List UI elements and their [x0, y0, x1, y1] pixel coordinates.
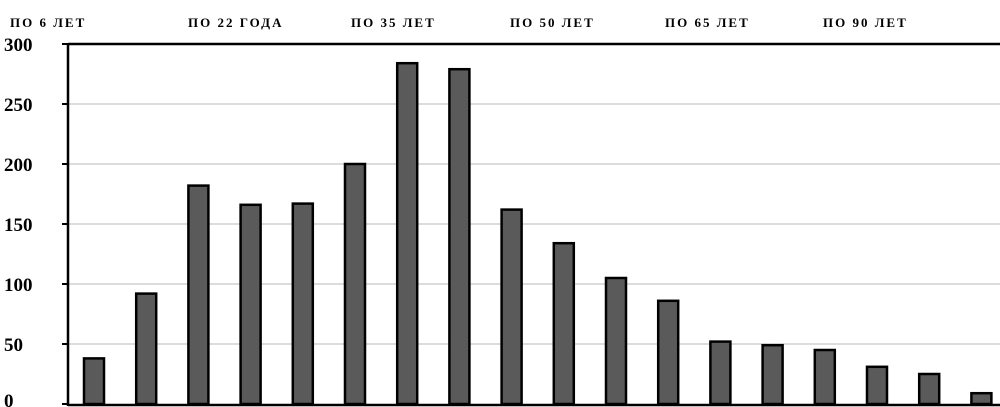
bar-11 — [604, 276, 628, 406]
bar-5 — [291, 202, 315, 406]
y-tick-label-300: 300 — [4, 35, 33, 56]
bar-4 — [239, 203, 262, 406]
bar-13 — [709, 340, 732, 406]
top-label-3: ПО 35 ЛЕТ — [351, 15, 436, 30]
y-tick-label-150: 150 — [4, 215, 33, 236]
y-tick-label-100: 100 — [4, 275, 33, 296]
y-tick-labels: 0 50 100 150 200 250 300 — [4, 35, 33, 407]
bar-3 — [187, 184, 210, 406]
top-label-2: ПО 22 ГОДА — [188, 15, 283, 30]
bar-18 — [970, 391, 993, 406]
y-tick-label-50: 50 — [4, 335, 23, 356]
bar-15 — [813, 348, 837, 406]
bar-12 — [656, 299, 680, 406]
y-tick-label-200: 200 — [4, 155, 33, 176]
top-labels: ПО 6 ЛЕТ ПО 22 ГОДА ПО 35 ЛЕТ ПО 50 ЛЕТ ПО 6… — [10, 15, 908, 30]
bar-10 — [552, 241, 576, 406]
bar-6 — [343, 162, 367, 406]
top-label-1: ПО 6 ЛЕТ — [10, 15, 86, 30]
bar-16 — [865, 365, 889, 406]
top-label-5: ПО 65 ЛЕТ — [665, 15, 750, 30]
bar-14 — [761, 343, 784, 406]
bar-9 — [500, 208, 523, 406]
top-label-4: ПО 50 ЛЕТ — [510, 15, 595, 30]
bars — [82, 61, 993, 406]
y-tick-label-250: 250 — [4, 95, 33, 116]
axes — [62, 42, 1000, 407]
top-label-6: ПО 90 ЛЕТ — [823, 15, 908, 30]
bar-2 — [134, 292, 158, 406]
bar-17 — [917, 372, 941, 406]
bar-1 — [82, 357, 106, 406]
y-tick-label-0: 0 — [4, 391, 14, 407]
bar-7 — [395, 61, 419, 406]
bar-8 — [448, 67, 471, 406]
